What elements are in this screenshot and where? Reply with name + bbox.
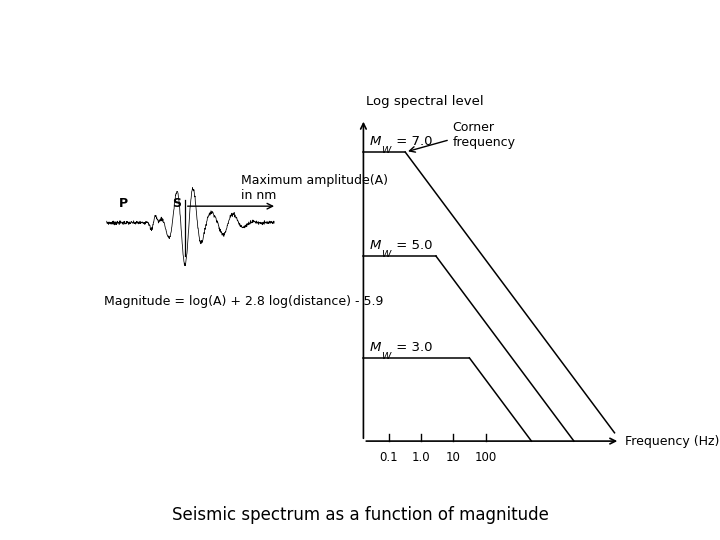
Text: $\mathit{W}$: $\mathit{W}$ (382, 349, 393, 361)
Text: S: S (172, 197, 181, 210)
Text: = 3.0: = 3.0 (392, 341, 433, 354)
Text: = 5.0: = 5.0 (392, 239, 433, 252)
Text: 100: 100 (475, 451, 498, 464)
Text: 10: 10 (446, 451, 461, 464)
Text: Maximum amplitude(A)
in nm: Maximum amplitude(A) in nm (240, 174, 387, 202)
Text: Seismic spectrum as a function of magnitude: Seismic spectrum as a function of magnit… (171, 506, 549, 524)
Text: Magnitude = log(A) + 2.8 log(distance) - 5.9: Magnitude = log(A) + 2.8 log(distance) -… (104, 295, 383, 308)
Text: = 7.0: = 7.0 (392, 135, 433, 148)
Text: $\mathit{M}$: $\mathit{M}$ (369, 239, 382, 252)
Text: 0.1: 0.1 (379, 451, 398, 464)
Text: Log spectral level: Log spectral level (366, 96, 484, 109)
Text: P: P (119, 197, 128, 210)
Text: $\mathit{W}$: $\mathit{W}$ (382, 144, 393, 154)
Text: Frequency (Hz): Frequency (Hz) (624, 435, 719, 448)
Text: $\mathit{M}$: $\mathit{M}$ (369, 341, 382, 354)
Text: $\mathit{M}$: $\mathit{M}$ (369, 135, 382, 148)
Text: 1.0: 1.0 (412, 451, 431, 464)
Text: Corner
frequency: Corner frequency (453, 122, 516, 150)
Text: $\mathit{W}$: $\mathit{W}$ (382, 248, 393, 259)
